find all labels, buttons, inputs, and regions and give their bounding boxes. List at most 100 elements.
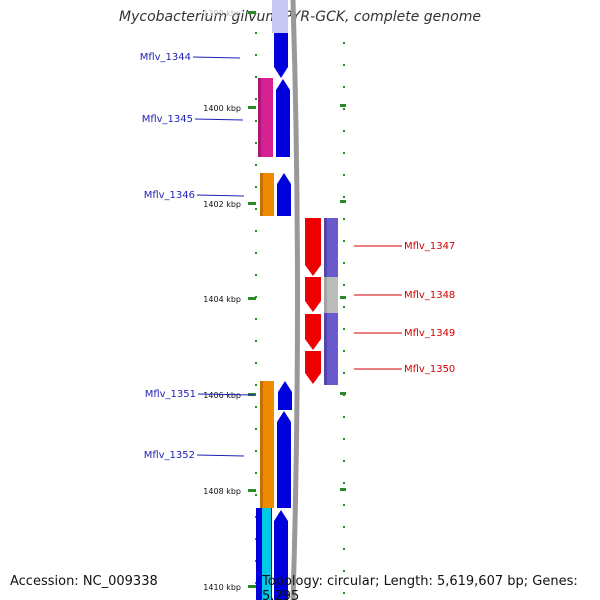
gene-label-left: Mflv_1351 [145, 389, 196, 400]
scale-label: 1398 kbp [203, 9, 241, 18]
gene-strip-top [272, 0, 288, 33]
tick-dot-right [343, 218, 345, 220]
scale-tick [248, 106, 256, 109]
topology-text: Topology: circular; Length: 5,619,607 bp… [262, 574, 578, 600]
gene-bar-1351-shade [260, 381, 263, 508]
tick-dot-left [255, 120, 257, 122]
tick-dot-left [255, 362, 257, 364]
scale-label: 1402 kbp [203, 200, 241, 209]
gene-bar-bottom-cyan [262, 508, 271, 600]
gene-arrow-1346 [277, 173, 291, 216]
tick-dot-left [255, 428, 257, 430]
tick-dot-left [255, 450, 257, 452]
major-tick-right [340, 392, 346, 395]
tick-dot-right [343, 86, 345, 88]
gene-arrow-1350 [305, 351, 321, 384]
tick-dot-right [343, 416, 345, 418]
tick-dot-left [255, 208, 257, 210]
gene-label-left: Mflv_1345 [142, 114, 193, 125]
scale-tick [248, 11, 256, 14]
genome-title: Mycobacterium gilvum PYR-GCK, complete g… [119, 9, 481, 25]
gene-arrow-1351 [278, 381, 292, 410]
tick-dot-left [255, 98, 257, 100]
tick-dot-left [255, 142, 257, 144]
gene-leader-left [197, 393, 256, 396]
gene-bar-1347 [324, 218, 338, 277]
tick-dot-right [343, 64, 345, 66]
major-tick-right [340, 104, 346, 107]
tick-dot-left [255, 230, 257, 232]
gene-bar-1345 [258, 78, 273, 157]
gene-label-left: Mflv_1346 [144, 190, 195, 201]
gene-bar-1349-shade [324, 313, 327, 385]
tick-dot-right [343, 592, 345, 594]
gene-label-right: Mflv_1350 [404, 364, 455, 375]
gene-arrow-1345 [276, 79, 290, 157]
scale-tick [248, 202, 256, 205]
tick-dot-left [255, 164, 257, 166]
tick-dot-left [255, 406, 257, 408]
tick-dot-right [343, 174, 345, 176]
gene-arrow-1348 [305, 277, 321, 312]
gene-bar-1348 [324, 277, 338, 313]
gene-arrow-1349 [305, 314, 321, 350]
major-tick-right [340, 488, 346, 491]
major-tick-right [340, 200, 346, 203]
tick-dot-left [255, 384, 257, 386]
tick-dot-right [343, 306, 345, 308]
tick-dot-left [255, 318, 257, 320]
gene-leader-left [194, 118, 244, 121]
scale-label: 1406 kbp [203, 391, 241, 400]
scale-label: 1400 kbp [203, 104, 241, 113]
scale-label: 1410 kbp [203, 583, 241, 592]
gene-label-right: Mflv_1348 [404, 290, 455, 301]
tick-dot-left [255, 340, 257, 342]
gene-bar-1348-shade [324, 277, 327, 313]
tick-dot-left [255, 494, 257, 496]
tick-dot-left [255, 76, 257, 78]
gene-label-left: Mflv_1344 [140, 52, 191, 63]
gene-bar-1351 [260, 381, 274, 508]
tick-dot-left [255, 472, 257, 474]
tick-dot-right [343, 108, 345, 110]
tick-dot-right [343, 460, 345, 462]
tick-dot-right [343, 196, 345, 198]
scale-tick [248, 297, 256, 300]
tick-dot-right [343, 328, 345, 330]
scale-tick [248, 585, 256, 588]
genome-backbone [290, 0, 300, 600]
gene-arrow-1352 [277, 411, 291, 508]
tick-dot-right [343, 504, 345, 506]
gene-label-right: Mflv_1347 [404, 241, 455, 252]
gene-arrow-bottom [274, 510, 288, 600]
tick-dot-right [343, 240, 345, 242]
tick-dot-right [343, 372, 345, 374]
gene-bar-1346-shade [260, 173, 263, 216]
gene-bar-1345-shade [258, 78, 261, 157]
tick-dot-right [343, 548, 345, 550]
gene-leader-left [192, 56, 241, 59]
gene-bar-1349 [324, 313, 338, 385]
tick-dot-left [255, 186, 257, 188]
tick-dot-right [343, 526, 345, 528]
tick-dot-right [343, 130, 345, 132]
major-tick-right [340, 296, 346, 299]
gene-leader-left [196, 454, 245, 457]
scale-label: 1408 kbp [203, 487, 241, 496]
tick-dot-left [255, 252, 257, 254]
gene-arrow-1344 [274, 33, 288, 78]
scale-tick [248, 489, 256, 492]
tick-dot-right [343, 262, 345, 264]
tick-dot-left [255, 32, 257, 34]
tick-dot-right [343, 284, 345, 286]
tick-dot-left [255, 54, 257, 56]
gene-leader-left [196, 194, 245, 197]
accession-text: Accession: NC_009338 [10, 574, 158, 589]
gene-bar-1347-shade [324, 218, 327, 277]
tick-dot-right [343, 570, 345, 572]
gene-label-right: Mflv_1349 [404, 328, 455, 339]
tick-dot-right [343, 152, 345, 154]
tick-dot-right [343, 482, 345, 484]
